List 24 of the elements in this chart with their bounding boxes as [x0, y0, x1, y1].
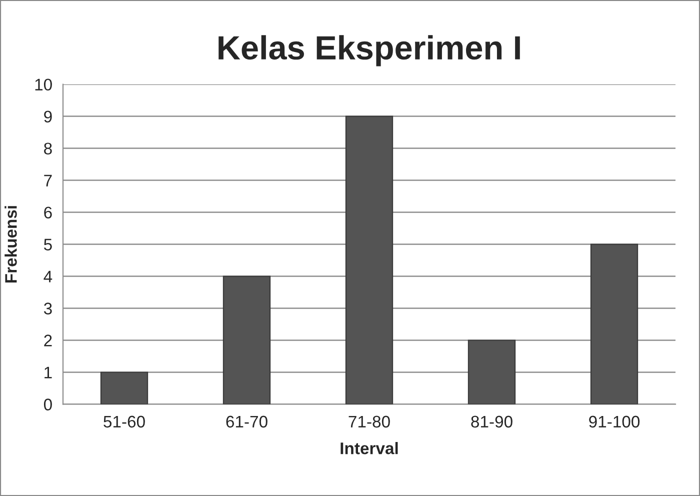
bar [590, 244, 638, 404]
y-tick-label: 9 [44, 110, 52, 123]
chart-title: Kelas Eksperimen I [218, 35, 520, 66]
bar [345, 116, 394, 404]
y-tick-label: 7 [44, 174, 52, 186]
y-tick-label: 2 [44, 334, 52, 346]
bar [468, 340, 516, 404]
y-tick-label: 3 [44, 302, 52, 314]
x-tick-label: 81-90 [471, 416, 512, 428]
x-tick-label: 71-80 [348, 416, 390, 428]
y-tick-label: 5 [44, 238, 52, 250]
y-tick-label: 1 [44, 366, 52, 378]
y-axis-title: Frekuensi [4, 206, 17, 283]
y-tick-label: 6 [44, 206, 52, 218]
x-tick-label: 51-60 [104, 416, 145, 428]
y-tick-label: 4 [44, 270, 52, 282]
x-tick-label: 61-70 [226, 416, 268, 428]
bar [100, 372, 148, 404]
x-axis-title: Interval [340, 442, 398, 454]
y-tick-label: 0 [44, 398, 52, 410]
x-tick-label: 91-100 [589, 416, 640, 428]
y-tick-label: 8 [44, 142, 52, 155]
bar [222, 276, 271, 404]
y-tick-label: 10 [35, 78, 52, 91]
